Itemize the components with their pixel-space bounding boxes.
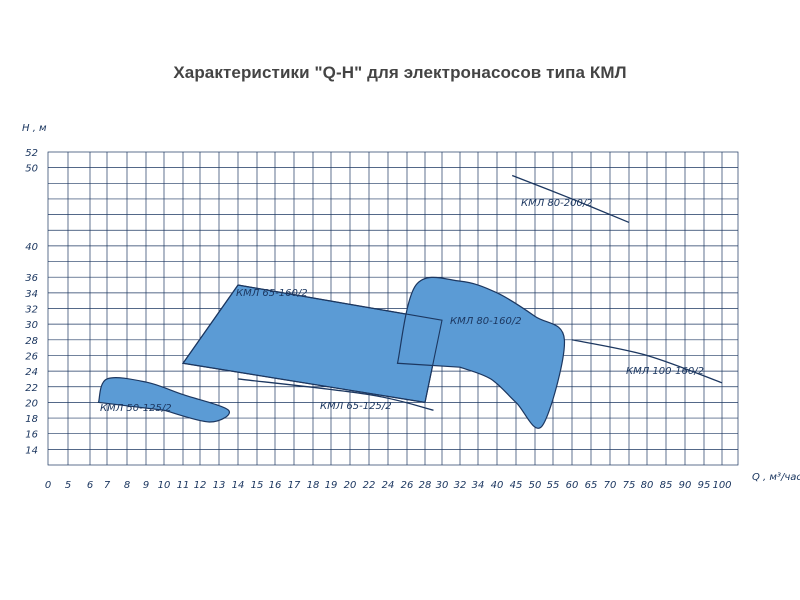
x-tick-label: 90 [679,480,692,491]
x-tick-label: 7 [104,480,111,491]
x-tick-label: 17 [288,480,301,491]
x-tick-label: 55 [547,480,560,491]
series-label: КМЛ 80-160/2 [450,316,522,327]
x-tick-label: 19 [325,480,338,491]
x-tick-label: 70 [604,480,617,491]
x-tick-label: 12 [194,480,207,491]
y-tick-label: 26 [25,351,38,362]
y-tick-label: 34 [25,289,38,300]
y-tick-label: 22 [25,383,38,394]
y-tick-label: 18 [25,414,38,425]
y-tick-label: 14 [25,445,38,456]
x-tick-label: 30 [436,480,449,491]
x-tick-label: 34 [472,480,485,491]
x-tick-label: 28 [419,480,432,491]
x-tick-label: 14 [232,480,245,491]
x-tick-label: 60 [566,480,579,491]
y-tick-label: 20 [25,398,38,409]
x-tick-label: 80 [641,480,654,491]
x-tick-label: 8 [124,480,130,491]
series-curve [237,378,434,411]
x-tick-label: 11 [177,480,190,491]
x-tick-label: 65 [585,480,598,491]
y-tick-label: 52 [25,148,38,159]
series-label: КМЛ 65-160/2 [236,288,308,299]
x-tick-label: 32 [454,480,467,491]
x-tick-label: 10 [158,480,171,491]
series-region [396,276,566,429]
x-tick-label: 75 [623,480,636,491]
x-tick-label: 50 [529,480,542,491]
y-axis-label: H , м [22,123,47,134]
x-tick-label: 18 [307,480,320,491]
series-curve [571,339,723,384]
x-tick-label: 6 [87,480,93,491]
region-outline [182,284,443,404]
x-tick-label: 22 [363,480,376,491]
series-curve [511,174,630,224]
chart-title: Характеристики "Q-H" для электронасосов … [173,63,627,82]
x-axis-label: Q , м³/час [752,472,800,483]
x-tick-label: 5 [65,480,71,491]
y-tick-label: 30 [25,320,38,331]
x-tick-label: 40 [491,480,504,491]
x-tick-label: 100 [712,480,731,491]
x-tick-label: 45 [510,480,523,491]
x-tick-label: 16 [269,480,282,491]
grid [47,151,739,466]
y-tick-label: 16 [25,430,38,441]
y-tick-label: 50 [25,164,38,175]
y-tick-label: 24 [25,367,38,378]
series-label: КМЛ 80-200/2 [521,198,593,209]
x-tick-label: 95 [698,480,711,491]
series-regions [97,276,566,429]
x-tick-label: 15 [251,480,264,491]
tick-labels: 0 5 6 7 8 9 10 11 12 13 14 15 16 17 18 19 20 22 24 26 28 30 32… [25,148,731,491]
series-label: КМЛ 50-125/2 [100,403,172,414]
x-tick-label: 9 [143,480,149,491]
y-tick-label: 40 [25,242,38,253]
y-tick-label: 32 [25,305,38,316]
x-tick-label: 24 [382,480,395,491]
x-tick-label: 13 [213,480,226,491]
series-region [97,377,230,423]
x-tick-label: 26 [401,480,414,491]
y-tick-label: 28 [25,336,38,347]
series-curves [182,174,723,411]
y-tick-label: 36 [25,273,38,284]
series-label: КМЛ 100-160/2 [626,366,704,377]
x-tick-label: 85 [660,480,673,491]
series-labels: КМЛ 50-125/2 КМЛ 65-160/2 КМЛ 65-125/2 КМЛ … [100,198,704,414]
series-label: КМЛ 65-125/2 [320,401,392,412]
x-tick-label: 20 [344,480,357,491]
x-tick-label: 0 [45,480,51,491]
